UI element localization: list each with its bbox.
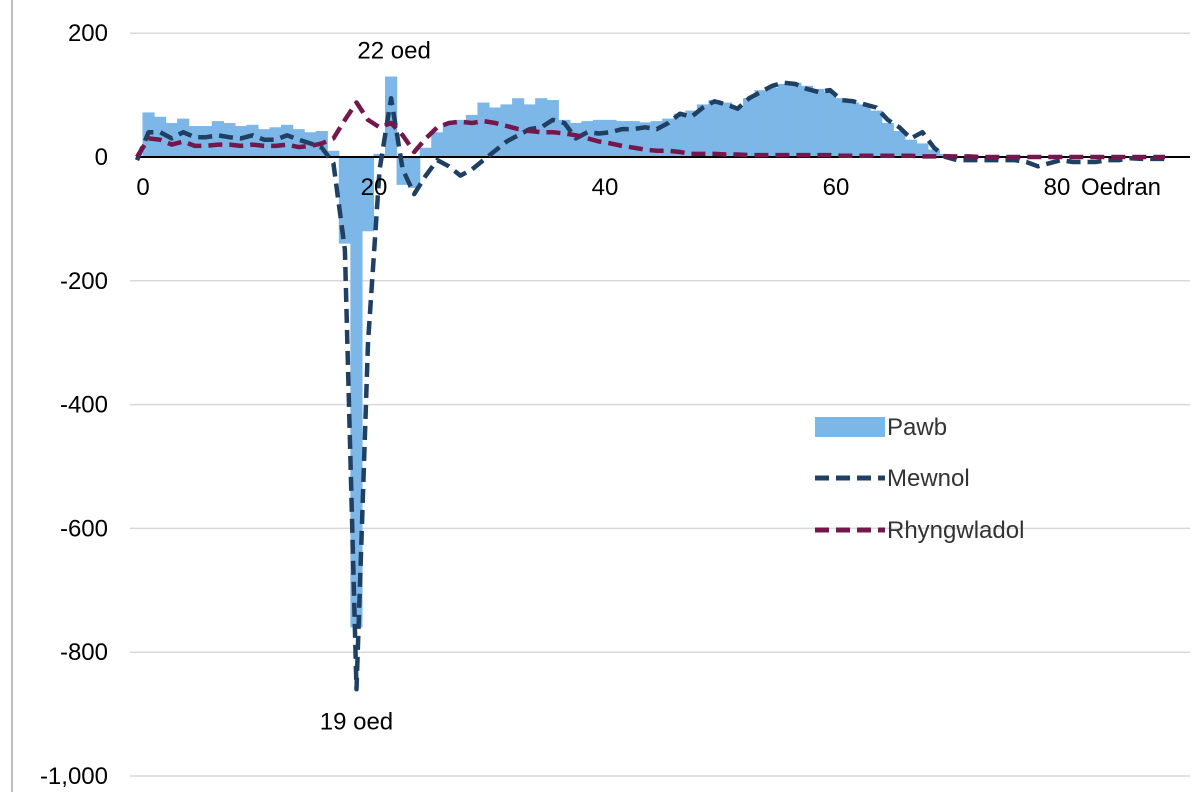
pawb-bar (327, 150, 340, 157)
pawb-bar (731, 107, 744, 157)
pawb-bar (847, 102, 860, 157)
y-tick-label: -1,000 (40, 763, 108, 790)
y-tick-label: 200 (68, 20, 108, 47)
legend-label: Rhyngwladol (887, 517, 1024, 544)
pawb-bar (373, 153, 386, 157)
pawb-bar (419, 147, 432, 157)
pawb-bar (408, 157, 421, 188)
pawb-bar (488, 107, 502, 157)
y-tick-labels: 200 0 -200 -400 -600 -800 -1,000 (40, 20, 108, 790)
x-tick-labels: 0 20 40 60 80 (136, 174, 1070, 201)
series-line-rhyngwladol (135, 100, 1165, 160)
gridlines (130, 32, 1190, 777)
pawb-bar (154, 116, 167, 157)
pawb-bar (662, 118, 675, 157)
pawb-bar (246, 124, 259, 157)
pawb-bar (604, 119, 617, 157)
pawb-bar (777, 83, 790, 157)
pawb-bar (177, 118, 190, 157)
pawb-bar (766, 87, 779, 157)
pawb-bar (800, 85, 813, 157)
pawb-bar (696, 104, 710, 157)
legend-label: Pawb (887, 414, 947, 441)
pawb-bar (338, 157, 351, 244)
pawb-bar (454, 119, 467, 157)
legend: Pawb Mewnol Rhyngwladol (815, 414, 1024, 544)
pawb-bar (257, 129, 271, 157)
pawb-bar (269, 127, 282, 157)
pawb-bar (650, 121, 663, 157)
pawb-bar (685, 110, 698, 157)
y-tick-label: -600 (60, 515, 108, 542)
pawb-bar (789, 82, 802, 157)
pawb-bar (442, 122, 455, 157)
pawb-bar (673, 113, 686, 157)
pawb-bar (743, 98, 756, 157)
annotation-label: 22 oed (357, 38, 430, 65)
pawb-bar (200, 126, 213, 157)
x-tick-label: 60 (823, 174, 850, 201)
series-line-mewnol (134, 80, 1165, 692)
pawb-bar (581, 121, 594, 157)
legend-label: Mewnol (887, 465, 970, 492)
pawb-bar (858, 104, 871, 157)
pawb-bar (719, 102, 733, 157)
pawb-bar (385, 76, 398, 157)
pawb-bar (500, 104, 513, 157)
pawb-bar (211, 121, 224, 157)
pawb-bar (361, 157, 375, 232)
pawb-bar (823, 92, 837, 157)
pawb-bars (142, 76, 952, 628)
pawb-bar (234, 126, 248, 157)
pawb-bar (281, 124, 294, 157)
x-axis-label: Oedran (1081, 174, 1161, 201)
x-tick-label: 40 (592, 174, 619, 201)
pawb-bar (916, 143, 929, 157)
annotations: 22 oed 19 oed (320, 38, 431, 736)
y-tick-label: -800 (60, 639, 108, 666)
pawb-bar (546, 100, 559, 157)
pawb-bar (893, 131, 906, 157)
pawb-bar (812, 88, 825, 157)
pawb-bar (188, 126, 201, 157)
pawb-bar (465, 114, 479, 157)
pawb-bar (835, 98, 848, 157)
x-tick-label: 20 (361, 174, 388, 201)
legend-swatch-pawb (815, 417, 885, 437)
pawb-bar (592, 119, 606, 157)
pawb-bar (431, 132, 444, 157)
x-tick-label: 0 (136, 174, 149, 201)
pawb-bar (616, 121, 629, 157)
pawb-bar (870, 110, 883, 157)
y-tick-label: -200 (60, 268, 108, 295)
pawb-bar (927, 149, 941, 157)
pawb-bar (904, 139, 917, 157)
pawb-bar (477, 102, 490, 157)
series-lines (134, 80, 1165, 692)
y-tick-label: 0 (95, 144, 108, 171)
pawb-bar (881, 122, 894, 157)
pawb-bar (535, 98, 548, 157)
pawb-bar (292, 129, 305, 157)
x-tick-label: 80 (1044, 174, 1071, 201)
pawb-bar (708, 100, 721, 157)
pawb-bar (223, 122, 236, 157)
annotation-label: 19 oed (320, 708, 393, 735)
y-tick-label: -400 (60, 392, 108, 419)
pawb-bar (754, 90, 767, 157)
